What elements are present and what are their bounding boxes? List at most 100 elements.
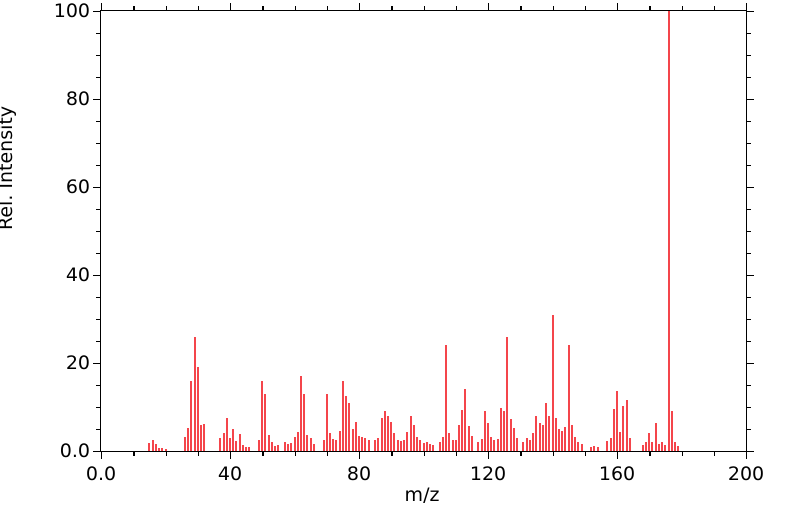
spectrum-peak bbox=[232, 429, 235, 451]
y-tick-major-right bbox=[746, 363, 754, 365]
spectrum-peak bbox=[390, 421, 393, 451]
spectrum-peak bbox=[590, 446, 593, 451]
spectrum-peak bbox=[493, 440, 496, 451]
spectrum-peak bbox=[196, 367, 199, 451]
spectrum-peak bbox=[551, 314, 554, 451]
spectrum-peak bbox=[283, 442, 286, 451]
x-tick-major-top bbox=[488, 3, 490, 11]
spectrum-peak bbox=[609, 437, 612, 451]
y-tick-minor bbox=[96, 55, 101, 57]
spectrum-peak bbox=[641, 444, 644, 451]
spectrum-peak bbox=[541, 425, 544, 451]
spectrum-peak bbox=[338, 430, 341, 451]
spectrum-peak bbox=[164, 448, 167, 451]
spectrum-peak bbox=[535, 415, 538, 451]
spectrum-peak bbox=[361, 436, 364, 451]
spectrum-peak bbox=[287, 443, 290, 451]
x-tick-minor bbox=[552, 451, 554, 456]
y-tick-label: 60 bbox=[65, 176, 90, 198]
y-tick-major-right bbox=[746, 451, 754, 453]
spectrum-peak bbox=[674, 442, 677, 451]
spectrum-peak bbox=[383, 411, 386, 451]
spectrum-peak bbox=[248, 447, 251, 451]
y-tick-minor-right bbox=[746, 231, 751, 233]
spectrum-peak bbox=[348, 402, 351, 451]
x-tick-minor-top bbox=[391, 6, 393, 11]
spectrum-peak bbox=[264, 393, 267, 451]
x-tick-minor bbox=[455, 451, 458, 456]
y-tick-minor-right bbox=[746, 55, 751, 57]
spectrum-peak bbox=[528, 439, 531, 451]
spectrum-peak bbox=[580, 443, 583, 451]
spectrum-peak bbox=[261, 380, 264, 451]
spectrum-peak bbox=[509, 419, 512, 451]
spectrum-peak bbox=[241, 444, 244, 451]
x-tick-minor bbox=[294, 451, 296, 456]
spectrum-peak bbox=[299, 376, 302, 451]
spectrum-peak bbox=[499, 407, 502, 451]
spectrum-peak bbox=[441, 436, 444, 451]
y-tick-minor bbox=[96, 253, 101, 255]
spectrum-peak bbox=[258, 440, 261, 451]
spectrum-peak bbox=[332, 438, 335, 451]
y-tick-label: 20 bbox=[65, 352, 90, 374]
spectrum-peak bbox=[612, 408, 615, 451]
x-tick-minor-top bbox=[520, 6, 522, 11]
spectrum-peak bbox=[235, 441, 238, 451]
x-tick-minor-top bbox=[584, 6, 587, 11]
y-tick-major bbox=[93, 363, 101, 365]
spectrum-peak bbox=[148, 443, 151, 451]
y-tick-minor-right bbox=[746, 407, 751, 409]
spectrum-peak bbox=[625, 399, 628, 451]
spectrum-peak bbox=[412, 424, 415, 451]
x-tick-major-top bbox=[359, 3, 361, 11]
spectrum-peak bbox=[199, 424, 202, 451]
y-tick-minor-right bbox=[746, 77, 751, 79]
spectrum-peak bbox=[470, 436, 473, 451]
spectrum-peak bbox=[477, 442, 480, 451]
x-tick-major-top bbox=[617, 3, 619, 11]
spectrum-peak bbox=[187, 428, 190, 451]
spectrum-peak bbox=[270, 442, 273, 451]
y-tick-minor-right bbox=[746, 165, 751, 167]
spectrum-peak bbox=[229, 437, 231, 451]
spectrum-peak bbox=[538, 422, 541, 451]
y-tick-label: 40 bbox=[65, 264, 90, 286]
y-tick-minor bbox=[96, 77, 101, 79]
spectrum-peak bbox=[422, 443, 425, 451]
x-tick-major bbox=[359, 451, 361, 459]
y-tick-minor-right bbox=[746, 121, 751, 123]
x-tick-minor-top bbox=[713, 6, 716, 11]
spectrum-peak bbox=[203, 423, 206, 451]
y-tick-minor bbox=[96, 385, 101, 387]
spectrum-peak bbox=[487, 422, 489, 451]
y-tick-minor-right bbox=[746, 297, 751, 299]
spectrum-peak bbox=[480, 438, 483, 451]
x-tick-minor bbox=[197, 451, 200, 456]
x-tick-major bbox=[746, 451, 748, 459]
y-tick-minor-right bbox=[746, 209, 751, 211]
y-tick-minor-right bbox=[746, 385, 751, 387]
spectrum-peak bbox=[190, 380, 193, 451]
y-tick-minor-right bbox=[746, 33, 751, 35]
x-tick-minor bbox=[165, 451, 167, 456]
spectrum-peak bbox=[290, 443, 293, 451]
spectrum-peak bbox=[393, 432, 396, 451]
spectrum-peak bbox=[438, 442, 441, 451]
spectrum-peak bbox=[445, 345, 448, 451]
y-tick-minor-right bbox=[746, 143, 751, 145]
x-tick-minor-top bbox=[552, 6, 554, 11]
spectrum-peak bbox=[545, 402, 548, 451]
x-tick-minor bbox=[681, 451, 683, 456]
x-tick-minor bbox=[423, 451, 425, 456]
y-tick-label: 100 bbox=[53, 0, 90, 22]
spectrum-peak bbox=[416, 436, 419, 451]
y-tick-minor-right bbox=[746, 319, 751, 321]
spectrum-peak bbox=[525, 437, 528, 451]
spectrum-peak bbox=[325, 393, 328, 451]
spectrum-peak bbox=[335, 439, 338, 451]
plot-area: 0.0 20 40 60 80 100 0.0 40 80 120 160 200 bbox=[54, 0, 764, 485]
spectrum-peak bbox=[670, 410, 673, 451]
spectrum-peak bbox=[561, 430, 564, 451]
y-tick-minor-right bbox=[746, 429, 751, 431]
